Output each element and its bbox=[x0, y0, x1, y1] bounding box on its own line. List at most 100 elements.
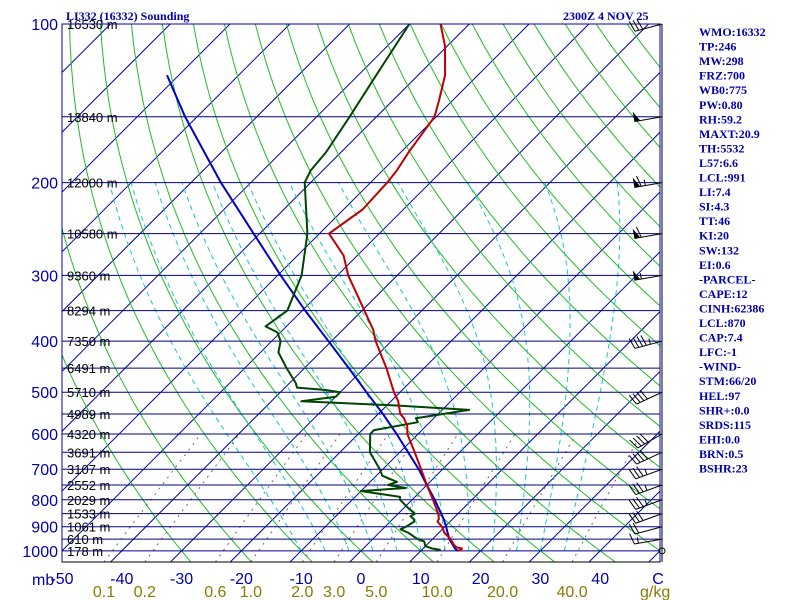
wind-barb bbox=[632, 111, 663, 123]
temperature-tick-label: -10 bbox=[290, 571, 313, 588]
wind-barb-flag bbox=[636, 510, 644, 521]
wind-barb-flag bbox=[628, 513, 637, 524]
temperature-tick-label: -40 bbox=[110, 571, 133, 588]
index-line: WMO:16332 bbox=[699, 25, 766, 39]
stability-indices: WMO:16332TP:246MW:298FRZ:700WB0:775PW:0.… bbox=[699, 25, 766, 476]
wind-barb bbox=[658, 547, 666, 555]
dewpoint-trace bbox=[264, 24, 471, 552]
index-line: SRDS:115 bbox=[699, 418, 751, 432]
mixing-ratio-label: 10.0 bbox=[422, 584, 453, 600]
wind-barb-staff bbox=[635, 513, 663, 524]
wind-barb bbox=[628, 466, 663, 480]
index-line: PW:0.80 bbox=[699, 98, 743, 112]
wind-barb-staff bbox=[634, 538, 663, 545]
dry-adiabat-line bbox=[161, 24, 495, 562]
wind-barb-flag bbox=[636, 466, 644, 477]
index-line: HEL:97 bbox=[699, 389, 740, 403]
index-line: EHI:0.0 bbox=[699, 432, 740, 446]
height-label: 10580 m bbox=[67, 227, 118, 242]
isotherm-line bbox=[62, 24, 530, 492]
height-label: 3691 m bbox=[67, 445, 110, 460]
moist-adiabat-line bbox=[212, 182, 398, 551]
index-line: -WIND- bbox=[699, 360, 741, 374]
temperature-tick-label: -20 bbox=[230, 571, 253, 588]
index-line: MW:298 bbox=[699, 54, 744, 68]
wind-barb-flag bbox=[632, 522, 640, 534]
pressure-tick-label: 900 bbox=[31, 520, 58, 537]
dry-adiabat-line bbox=[69, 24, 313, 562]
dry-adiabat-line bbox=[130, 24, 434, 562]
index-line: CINH:62386 bbox=[699, 301, 764, 315]
isobar-lines bbox=[62, 23, 660, 552]
wind-barb bbox=[628, 335, 663, 349]
wind-barb-flag bbox=[628, 21, 636, 32]
index-line: FRZ:700 bbox=[699, 69, 745, 83]
index-line: TT:46 bbox=[699, 214, 730, 228]
height-label: 12000 m bbox=[67, 176, 118, 191]
wind-barb-flag bbox=[628, 395, 638, 405]
wind-barb bbox=[628, 497, 663, 510]
index-line: LCL:870 bbox=[699, 316, 746, 330]
wind-barb-flag bbox=[628, 469, 637, 480]
pressure-tick-label: 200 bbox=[31, 176, 58, 193]
wind-barb bbox=[629, 433, 663, 449]
index-line: SI:4.3 bbox=[699, 200, 729, 214]
pressure-tick-label: 400 bbox=[31, 334, 58, 351]
height-label: 4320 m bbox=[67, 427, 110, 442]
isotherm-line bbox=[170, 71, 660, 562]
wind-barb-flag bbox=[639, 450, 648, 460]
wind-barb-pennant bbox=[632, 177, 641, 188]
pressure-tick-label: 700 bbox=[31, 462, 58, 479]
index-line: CAP:7.4 bbox=[699, 331, 743, 345]
mixing-ratio-line bbox=[436, 433, 516, 562]
wind-barb-halfflag bbox=[639, 273, 642, 280]
wind-barb bbox=[628, 389, 663, 405]
mixing-ratio-label: 1.0 bbox=[240, 584, 262, 600]
index-line: L57:6.6 bbox=[699, 156, 738, 170]
pressure-tick-label: 800 bbox=[31, 493, 58, 510]
wind-barb-flag bbox=[636, 226, 642, 238]
isotherm-line bbox=[229, 131, 660, 562]
mixing-ratio-label: 0.6 bbox=[204, 584, 226, 600]
index-line: LCL:991 bbox=[699, 171, 746, 185]
pressure-tick-label: 600 bbox=[31, 427, 58, 444]
wind-barb-staff bbox=[636, 451, 663, 465]
isotherm-line bbox=[62, 24, 410, 373]
mixing-ratio-line bbox=[144, 433, 241, 562]
isotherm-line bbox=[62, 24, 590, 552]
wind-barb-flag bbox=[628, 455, 638, 465]
dry-adiabat-line bbox=[316, 24, 660, 468]
temperature-trace bbox=[328, 24, 463, 552]
index-line: STM:66/20 bbox=[699, 374, 756, 388]
height-label: 9360 m bbox=[67, 268, 110, 283]
dry-adiabat-line bbox=[285, 24, 660, 510]
wind-barb-flag bbox=[636, 497, 644, 507]
wind-barb-flag bbox=[629, 439, 639, 449]
height-label: 610 m bbox=[67, 532, 103, 547]
wind-barb-pennant bbox=[632, 270, 641, 281]
temperature-tick-label: 40 bbox=[591, 571, 609, 588]
moist-adiabat-line bbox=[397, 182, 497, 551]
wind-barb-flag bbox=[628, 338, 636, 349]
dry-adiabat-line bbox=[471, 24, 660, 267]
mixing-ratio-label: 2.0 bbox=[291, 584, 313, 600]
sounding-profiles bbox=[166, 24, 471, 552]
pressure-tick-label: 500 bbox=[31, 385, 58, 402]
height-label: 5710 m bbox=[67, 385, 110, 400]
wind-barb-flag bbox=[632, 498, 640, 509]
wind-barb-pennant bbox=[632, 228, 641, 239]
isotherm-line bbox=[349, 251, 660, 562]
temperature-tick-label: -30 bbox=[170, 571, 193, 588]
index-line: SW:132 bbox=[699, 243, 739, 257]
wind-barb-staff bbox=[635, 499, 663, 510]
pressure-axis-label: mb bbox=[32, 572, 54, 589]
wind-barb-staff bbox=[634, 274, 663, 281]
isotherm-line bbox=[469, 370, 660, 562]
wind-barb-flag bbox=[632, 453, 641, 463]
pressure-tick-label: 300 bbox=[31, 268, 58, 285]
height-label: 7350 m bbox=[67, 334, 110, 349]
dry-adiabat-line bbox=[254, 24, 660, 552]
wind-barb-flag bbox=[639, 389, 648, 400]
